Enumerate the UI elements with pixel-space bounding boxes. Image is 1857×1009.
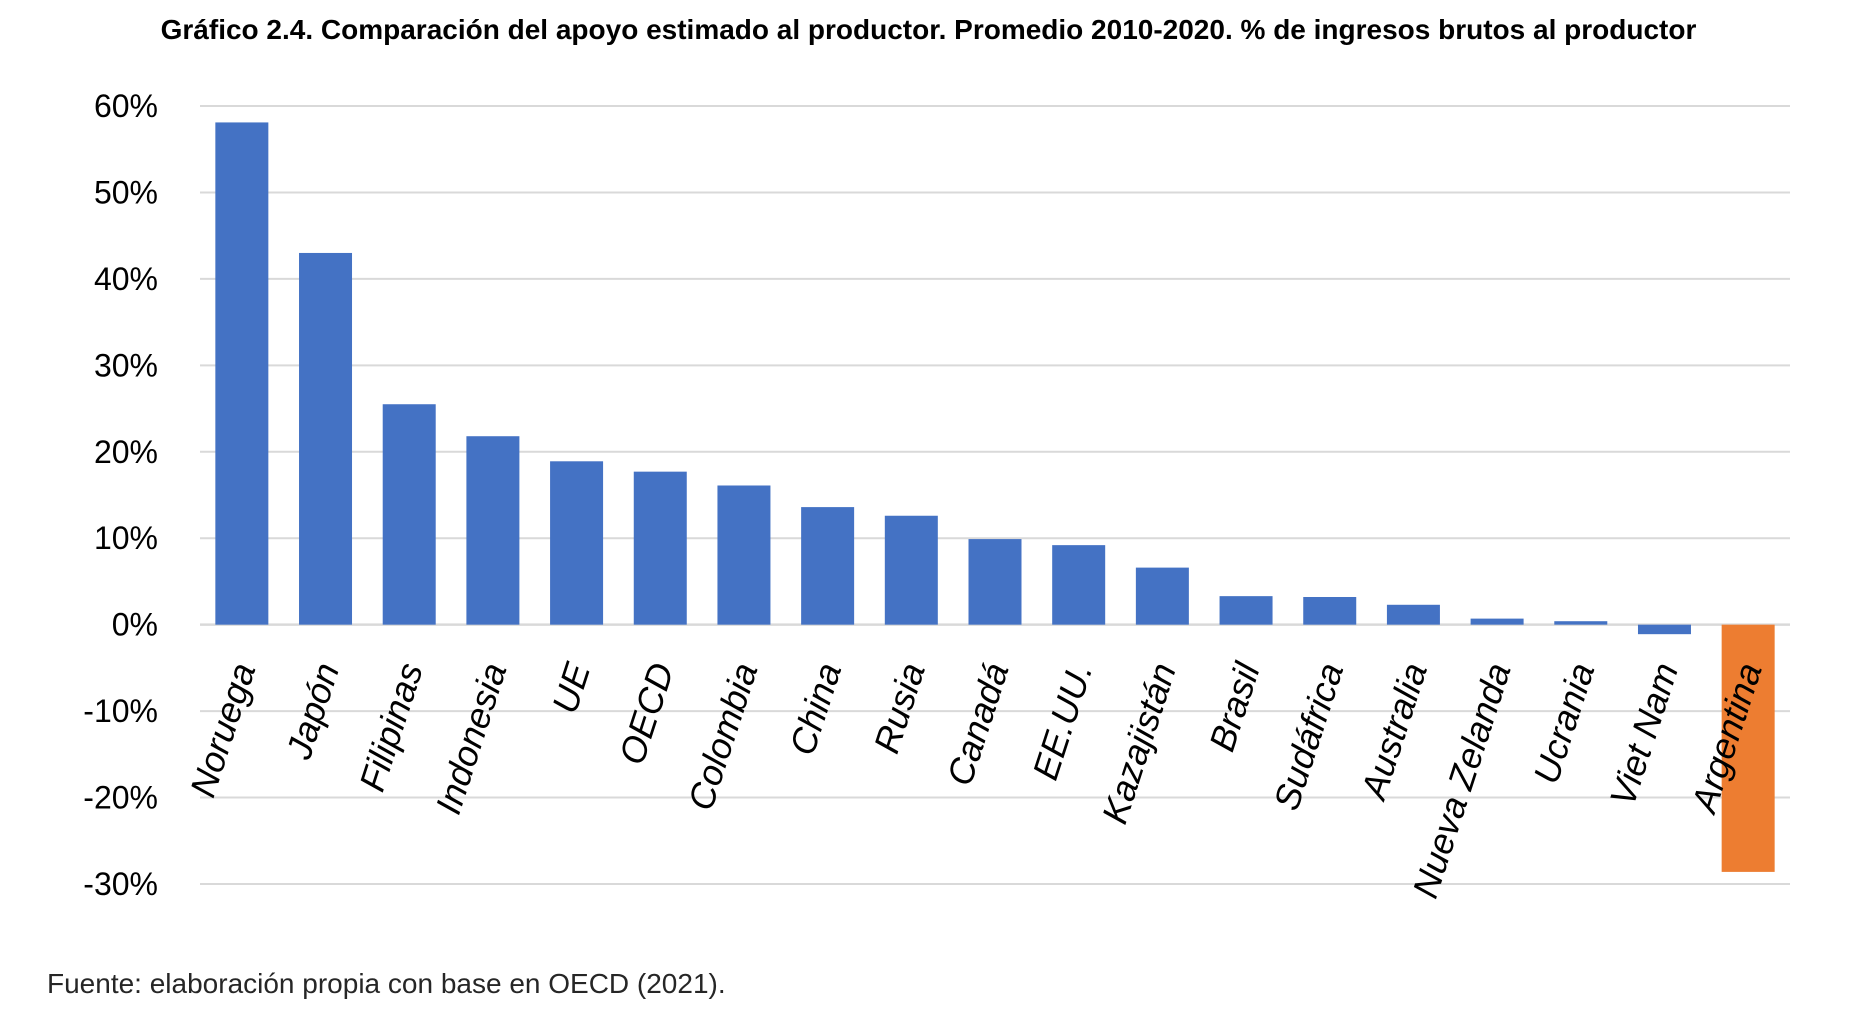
x-tick-label: Rusia <box>865 658 932 758</box>
source-note: Fuente: elaboración propia con base en O… <box>47 968 726 999</box>
y-tick-label: -30% <box>83 866 158 902</box>
bar-china <box>801 507 855 625</box>
chart-title: Gráfico 2.4. Comparación del apoyo estim… <box>160 14 1697 45</box>
y-tick-label: 10% <box>94 520 158 556</box>
x-tick-label: China <box>781 658 849 760</box>
bar-filipinas <box>382 404 436 625</box>
bar-rusia <box>884 515 938 625</box>
x-tick-label: Canadá <box>939 658 1017 791</box>
bar-canadá <box>968 539 1022 625</box>
x-tick-label: Australia <box>1352 658 1435 806</box>
y-tick-label: -10% <box>83 693 158 729</box>
y-tick-label: 20% <box>94 434 158 470</box>
grid-lines <box>200 105 1790 885</box>
x-tick-label: Colombia <box>680 658 766 815</box>
bar-noruega <box>215 122 269 625</box>
y-tick-label: 60% <box>94 88 158 124</box>
y-tick-label: 30% <box>94 347 158 383</box>
bar-australia <box>1386 604 1440 625</box>
bar-ue <box>550 461 604 625</box>
x-tick-label: Indonesia <box>427 658 514 819</box>
y-tick-label: 40% <box>94 261 158 297</box>
bar-viet-nam <box>1637 624 1691 635</box>
x-tick-label: Filipinas <box>351 658 431 796</box>
bar-brasil <box>1219 596 1273 625</box>
y-tick-label: 50% <box>94 174 158 210</box>
x-tick-label: Ucrania <box>1525 658 1602 789</box>
bar-colombia <box>717 485 771 625</box>
bar-ee-uu- <box>1052 545 1106 625</box>
bar-sudáfrica <box>1303 597 1357 625</box>
y-tick-label: 0% <box>112 607 158 643</box>
x-tick-label: Brasil <box>1201 657 1268 756</box>
x-tick-label: OECD <box>611 658 682 770</box>
x-tick-label: Sudáfrica <box>1265 658 1351 815</box>
bar-kazajistán <box>1135 567 1189 625</box>
x-tick-label: Noruega <box>182 658 264 802</box>
bar-ucrania <box>1554 621 1608 625</box>
y-tick-label: -20% <box>83 780 158 816</box>
bar-indonesia <box>466 436 520 625</box>
bar-oecd <box>633 471 687 625</box>
x-tick-label: Kazajistán <box>1094 658 1184 829</box>
x-tick-label: Viet Nam <box>1602 658 1687 811</box>
bar-argentina <box>1721 624 1775 872</box>
bars <box>215 122 1775 872</box>
x-tick-label: EE.UU. <box>1024 658 1100 785</box>
x-tick-label: UE <box>544 657 599 718</box>
y-axis-ticks: 60% 50% 40% 30% 20% 10% 0% -10% -20% -30% <box>83 88 158 902</box>
bar-japón <box>299 252 353 625</box>
bar-nueva-zelanda <box>1470 618 1524 625</box>
